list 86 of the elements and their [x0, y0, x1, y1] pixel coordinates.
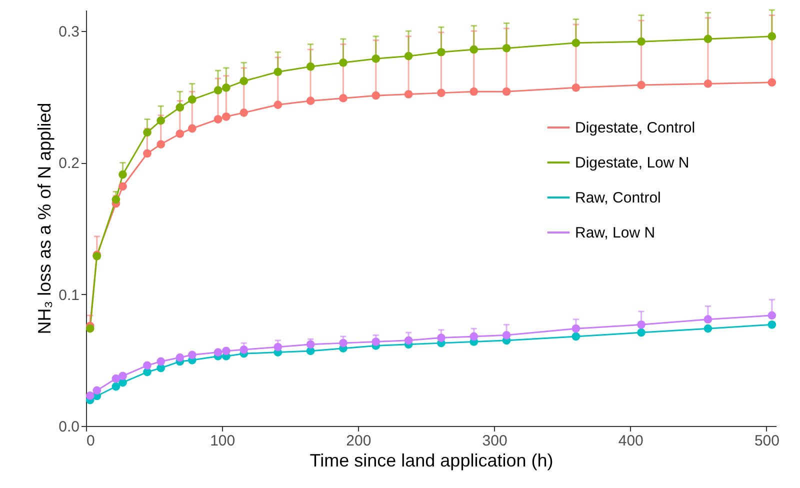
point — [214, 115, 222, 124]
point — [404, 90, 413, 98]
point — [572, 332, 580, 341]
point — [118, 182, 127, 191]
point — [768, 32, 776, 41]
point — [437, 334, 446, 342]
point — [118, 170, 127, 179]
point — [306, 62, 315, 71]
point — [86, 392, 94, 400]
point — [637, 80, 646, 90]
point — [470, 87, 478, 96]
point — [704, 80, 712, 88]
point — [306, 96, 315, 106]
x-tick-label: 500 — [754, 432, 780, 450]
point — [502, 330, 511, 340]
point — [704, 315, 712, 324]
point — [188, 95, 196, 104]
point — [339, 94, 348, 102]
point — [112, 374, 120, 383]
point — [222, 112, 230, 121]
point — [240, 345, 248, 354]
point — [188, 124, 196, 133]
point — [404, 336, 413, 345]
point — [240, 76, 248, 86]
point — [118, 372, 127, 380]
point — [470, 45, 478, 54]
point — [143, 128, 152, 137]
point — [637, 37, 646, 46]
point — [156, 357, 166, 366]
legend-label: Raw, Control — [575, 190, 661, 206]
x-tick-label: 0 — [86, 432, 95, 450]
point — [768, 78, 776, 87]
point — [339, 58, 348, 67]
point — [502, 44, 511, 52]
point — [240, 108, 248, 117]
point — [156, 116, 166, 125]
x-tick-label: 400 — [618, 432, 644, 450]
legend-label: Digestate, Low N — [575, 154, 690, 172]
x-axis-title: Time since land application (h) — [310, 450, 554, 470]
point — [92, 386, 102, 395]
point — [214, 86, 222, 94]
point — [437, 88, 446, 98]
point — [222, 83, 230, 92]
y-tick-label: 0.1 — [58, 286, 80, 304]
y-tick-label: 0.2 — [58, 155, 80, 172]
y-tick-label: 0.3 — [58, 24, 80, 41]
point — [214, 348, 222, 356]
point — [274, 68, 282, 76]
point — [572, 38, 580, 48]
point — [112, 195, 120, 204]
point — [372, 338, 380, 346]
x-tick-label: 200 — [346, 432, 372, 450]
point — [143, 361, 152, 370]
x-tick-label: 100 — [210, 432, 236, 450]
point — [704, 34, 712, 44]
y-tick-label: 0.0 — [58, 418, 80, 436]
point — [274, 342, 282, 352]
point — [502, 87, 511, 96]
point — [704, 324, 712, 333]
point — [372, 91, 380, 100]
point — [572, 324, 580, 333]
point — [306, 340, 315, 349]
point — [768, 320, 776, 329]
point — [470, 332, 478, 341]
point — [339, 338, 348, 348]
point — [176, 353, 184, 362]
point — [176, 130, 184, 138]
point — [372, 54, 380, 63]
point — [222, 346, 230, 356]
point — [437, 48, 446, 56]
point — [637, 320, 646, 329]
point — [404, 52, 413, 60]
point — [572, 83, 580, 92]
point — [176, 103, 184, 112]
point — [86, 324, 94, 333]
point — [156, 140, 166, 148]
x-tick-label: 300 — [482, 432, 508, 450]
point — [637, 328, 646, 337]
point — [768, 311, 776, 320]
point — [112, 382, 120, 391]
point — [274, 100, 282, 109]
legend-label: Raw, Low N — [575, 224, 656, 242]
legend-label: Digestate, Control — [575, 120, 696, 136]
y-axis-title: NH₃ loss as a % of N applied — [34, 102, 55, 334]
point — [143, 149, 152, 158]
point — [188, 350, 196, 360]
